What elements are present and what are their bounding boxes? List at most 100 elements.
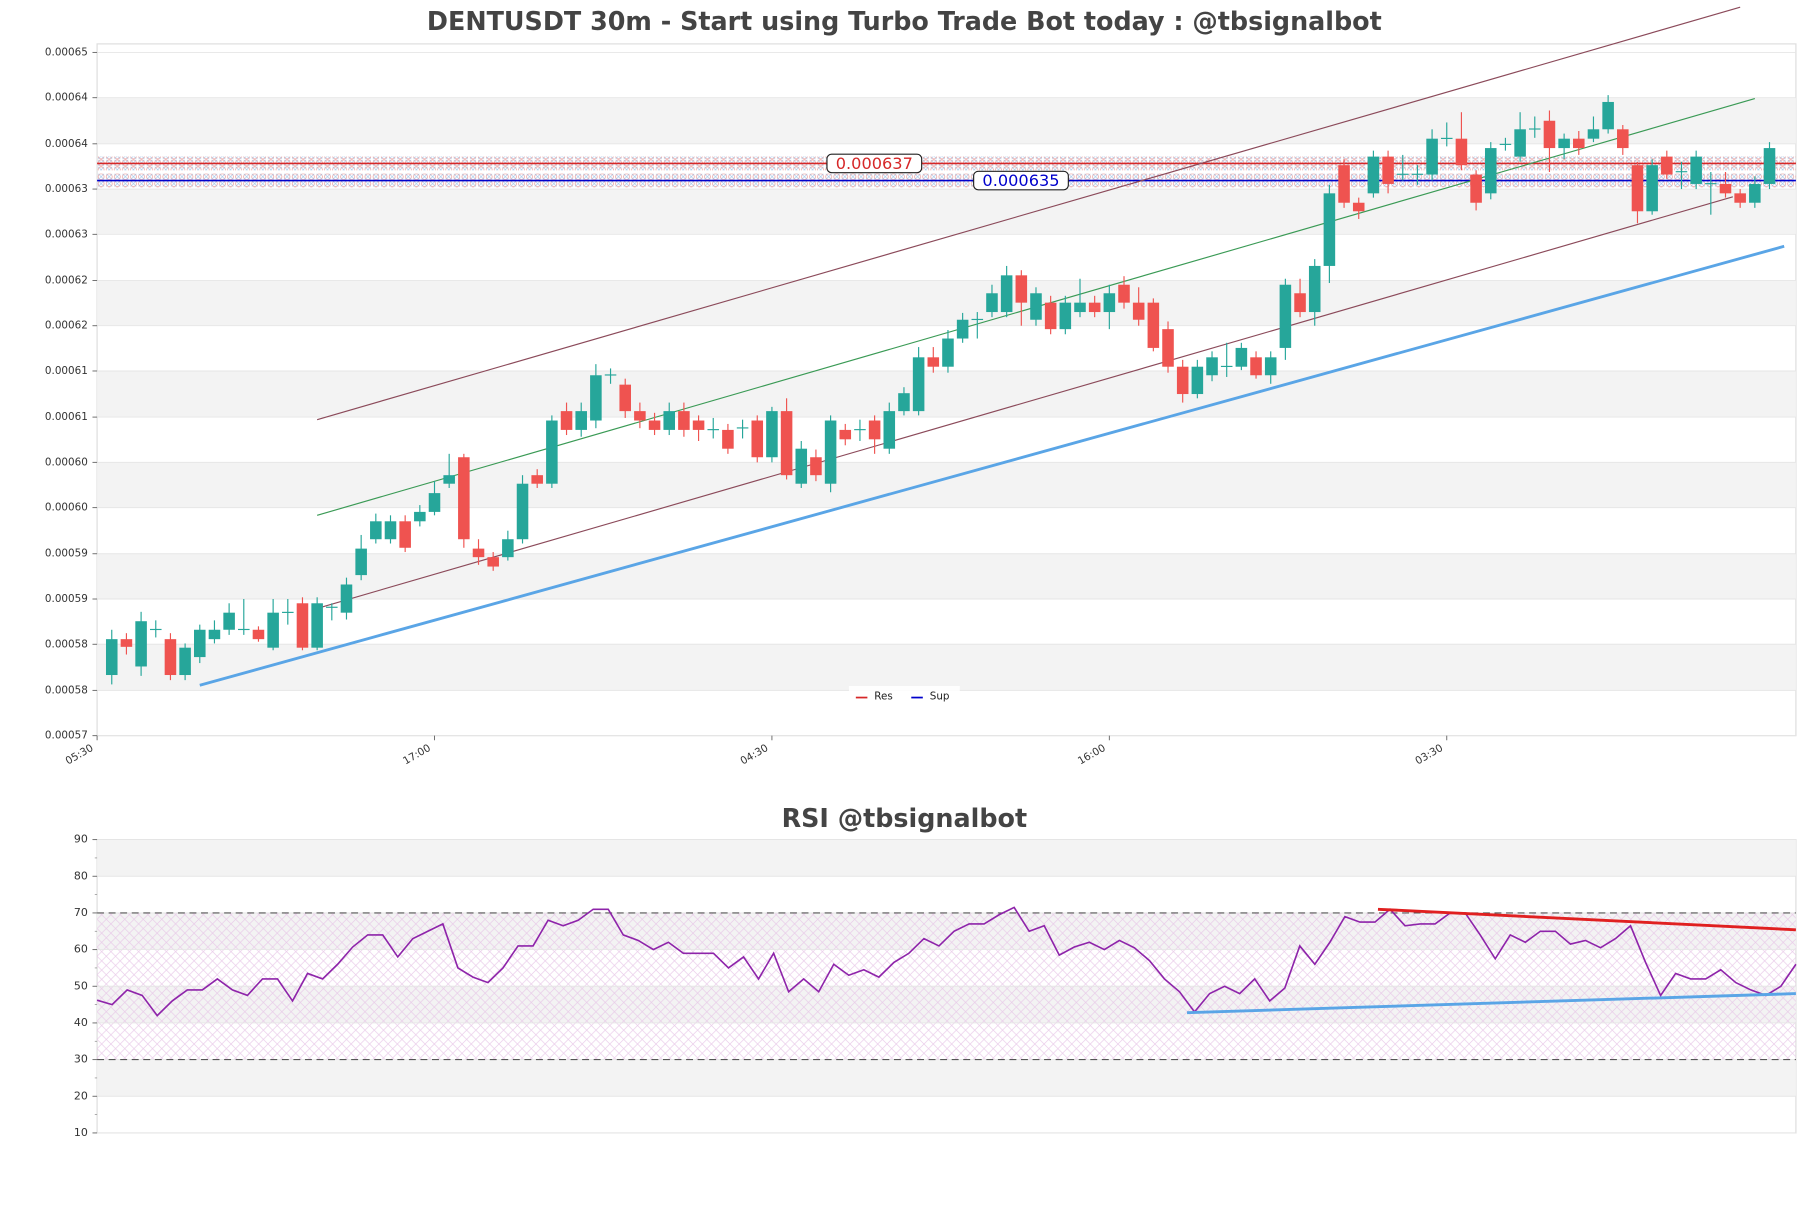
candle-body [1206,357,1218,376]
level-label: 0.000635 [982,171,1059,190]
candle-body [1734,193,1746,203]
candle-body [1088,302,1101,313]
candle-body [105,639,118,676]
candle-body [1719,183,1732,194]
candle-body [238,628,250,631]
grid-band [97,462,1796,508]
candle-body [560,411,573,430]
candle-body [736,427,749,429]
y-tick-label: 0.00064 [45,138,88,150]
candle-body [1617,129,1629,149]
trendline [316,6,1741,421]
candle-body [164,639,177,676]
y-tick-label: 30 [74,1053,88,1066]
candle-body [282,611,294,613]
rsi-panel: 10 20 30 40 50 60 70 80 90 [74,833,1797,1139]
candle-body [956,319,969,339]
candle-body [839,429,852,440]
y-tick-label: 0.00060 [45,456,88,468]
y-tick-label: 0.00058 [45,684,88,696]
grid-band [97,370,1796,418]
candle-body [1323,193,1336,266]
candle-body [149,628,162,631]
candle-body [414,511,426,522]
candle-body [135,621,147,667]
x-tick-label: 16:00 [1076,742,1108,767]
y-tick-label: 80 [74,869,88,882]
candle-body [1705,183,1717,185]
x-tick-label: 17:00 [401,742,433,767]
candle-body [1220,365,1233,368]
grid-band [97,839,1796,877]
candle-body [296,603,309,648]
candle-body [1690,156,1702,184]
rsi-line [96,906,1797,1017]
y-tick-label: 0.00063 [45,228,88,240]
candle-body [1191,366,1204,395]
candle-body [692,420,705,430]
candle-body [722,429,734,449]
candle-body [355,548,367,576]
candle-body [868,420,881,440]
candle-body [810,457,822,476]
candle-body [912,357,925,412]
candle-body [208,629,221,640]
y-tick-label: 0.00061 [45,411,88,423]
candle-body [1235,347,1248,367]
candle-body [1176,366,1189,395]
candle-body [1044,302,1057,330]
legend-label: Sup [930,690,950,702]
candle-body [252,629,265,640]
candle-body [648,420,661,430]
candle-body [971,318,984,321]
candle-body [223,612,235,630]
candle-body [472,548,485,558]
candle-body [1338,165,1350,203]
y-tick-label: 60 [74,943,88,956]
candle-body [634,411,646,421]
chart-title: DENTUSDT 30m - Start using Turbo Trade B… [427,6,1382,36]
candle-body [428,493,441,512]
candle-body [311,603,323,648]
candle-body [1308,265,1321,313]
candle-body [1543,120,1556,149]
y-tick-label: 90 [74,833,88,846]
candle-body [1484,148,1497,194]
y-tick-label: 40 [74,1016,88,1029]
candle-body [986,293,998,313]
candle-body [340,584,353,613]
candle-body [1763,148,1776,184]
candle-body [707,429,720,431]
candle-body [458,457,470,540]
candle-body [194,629,206,658]
trendline [316,196,1733,609]
level-label-box [826,153,923,174]
y-tick-label: 20 [74,1089,88,1102]
candle-body [1294,293,1306,313]
grid-band [97,1059,1796,1097]
candle-body [1103,293,1116,313]
candle-body [1396,173,1409,175]
y-tick-label: 0.00065 [45,46,88,58]
candle-body [795,448,808,484]
y-tick-label: 0.00060 [45,502,88,514]
candle-body [443,475,455,484]
candle-body [1661,156,1673,175]
candle-body [619,384,631,412]
candle-body [1132,302,1145,320]
candle-body [575,411,587,430]
candle-body [1646,165,1658,212]
candle-body [1587,129,1600,139]
candle-body [883,411,896,449]
candle-body [1015,275,1028,303]
candle-body [1426,138,1438,175]
candle-body [1675,171,1688,173]
trendline [199,244,1785,687]
candle-body [1631,165,1644,212]
candle-body [1573,138,1585,149]
candle-body [399,521,411,548]
candle-body [516,483,529,540]
x-tick-label: 05:30 [64,742,96,767]
